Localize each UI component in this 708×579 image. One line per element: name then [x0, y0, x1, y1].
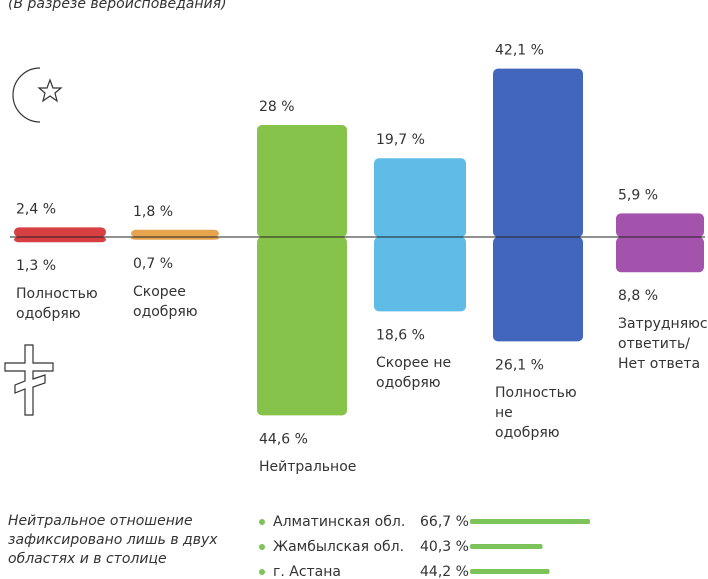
region-name: Алматинская обл.: [273, 514, 405, 530]
bar-lower: [131, 237, 219, 240]
category-label: Нейтральное: [259, 459, 357, 476]
bullet: [259, 519, 265, 525]
region-name: г. Астана: [273, 564, 341, 579]
bar-upper: [131, 229, 219, 237]
category-label: Полностью одобряю: [16, 286, 98, 323]
bar-upper: [14, 227, 106, 237]
bar-lower: [616, 237, 704, 273]
region-bar: [470, 519, 591, 524]
value-label-lower: 8,8 %: [618, 288, 658, 304]
bar-lower: [257, 237, 347, 416]
value-label-upper: 1,8 %: [133, 204, 173, 220]
value-label-lower: 18,6 %: [376, 327, 425, 343]
value-label-lower: 0,7 %: [133, 256, 173, 272]
bullet: [259, 569, 265, 575]
region-name: Жамбылская обл.: [273, 539, 404, 555]
region-bar: [470, 544, 543, 549]
note: Нейтральное отношение зафиксировано лишь…: [8, 513, 218, 567]
bar-lower: [493, 237, 583, 342]
bar-lower: [14, 237, 106, 243]
category-label: Скорее не одобряю: [376, 355, 452, 392]
value-label-upper: 5,9 %: [618, 187, 658, 203]
value-label-upper: 28 %: [259, 99, 295, 115]
islam-icon: [12, 67, 63, 123]
region-value: 40,3 %: [420, 539, 469, 555]
value-label-upper: 19,7 %: [376, 132, 425, 148]
bar-lower: [374, 237, 466, 312]
subtitle: (В разрезе вероисповедания): [8, 0, 227, 12]
value-label-lower: 44,6 %: [259, 431, 308, 447]
bar-upper: [374, 158, 466, 237]
bullet: [259, 544, 265, 550]
category-label: Полностью не одобряю: [495, 385, 577, 442]
region-value: 44,2 %: [420, 564, 469, 579]
value-label-lower: 26,1 %: [495, 357, 544, 373]
category-label: Скорее одобряю: [133, 283, 198, 320]
category-label: Затрудняюсь ответить/ Нет ответа: [618, 316, 708, 373]
region-bar: [470, 569, 550, 574]
value-label-lower: 1,3 %: [16, 258, 56, 274]
bar-upper: [616, 213, 704, 237]
bar-upper: [257, 125, 347, 237]
bar-upper: [493, 68, 583, 237]
orthodox-icon: [4, 344, 54, 416]
value-label-upper: 42,1 %: [495, 43, 544, 59]
value-label-upper: 2,4 %: [16, 201, 56, 217]
region-value: 66,7 %: [420, 514, 469, 530]
